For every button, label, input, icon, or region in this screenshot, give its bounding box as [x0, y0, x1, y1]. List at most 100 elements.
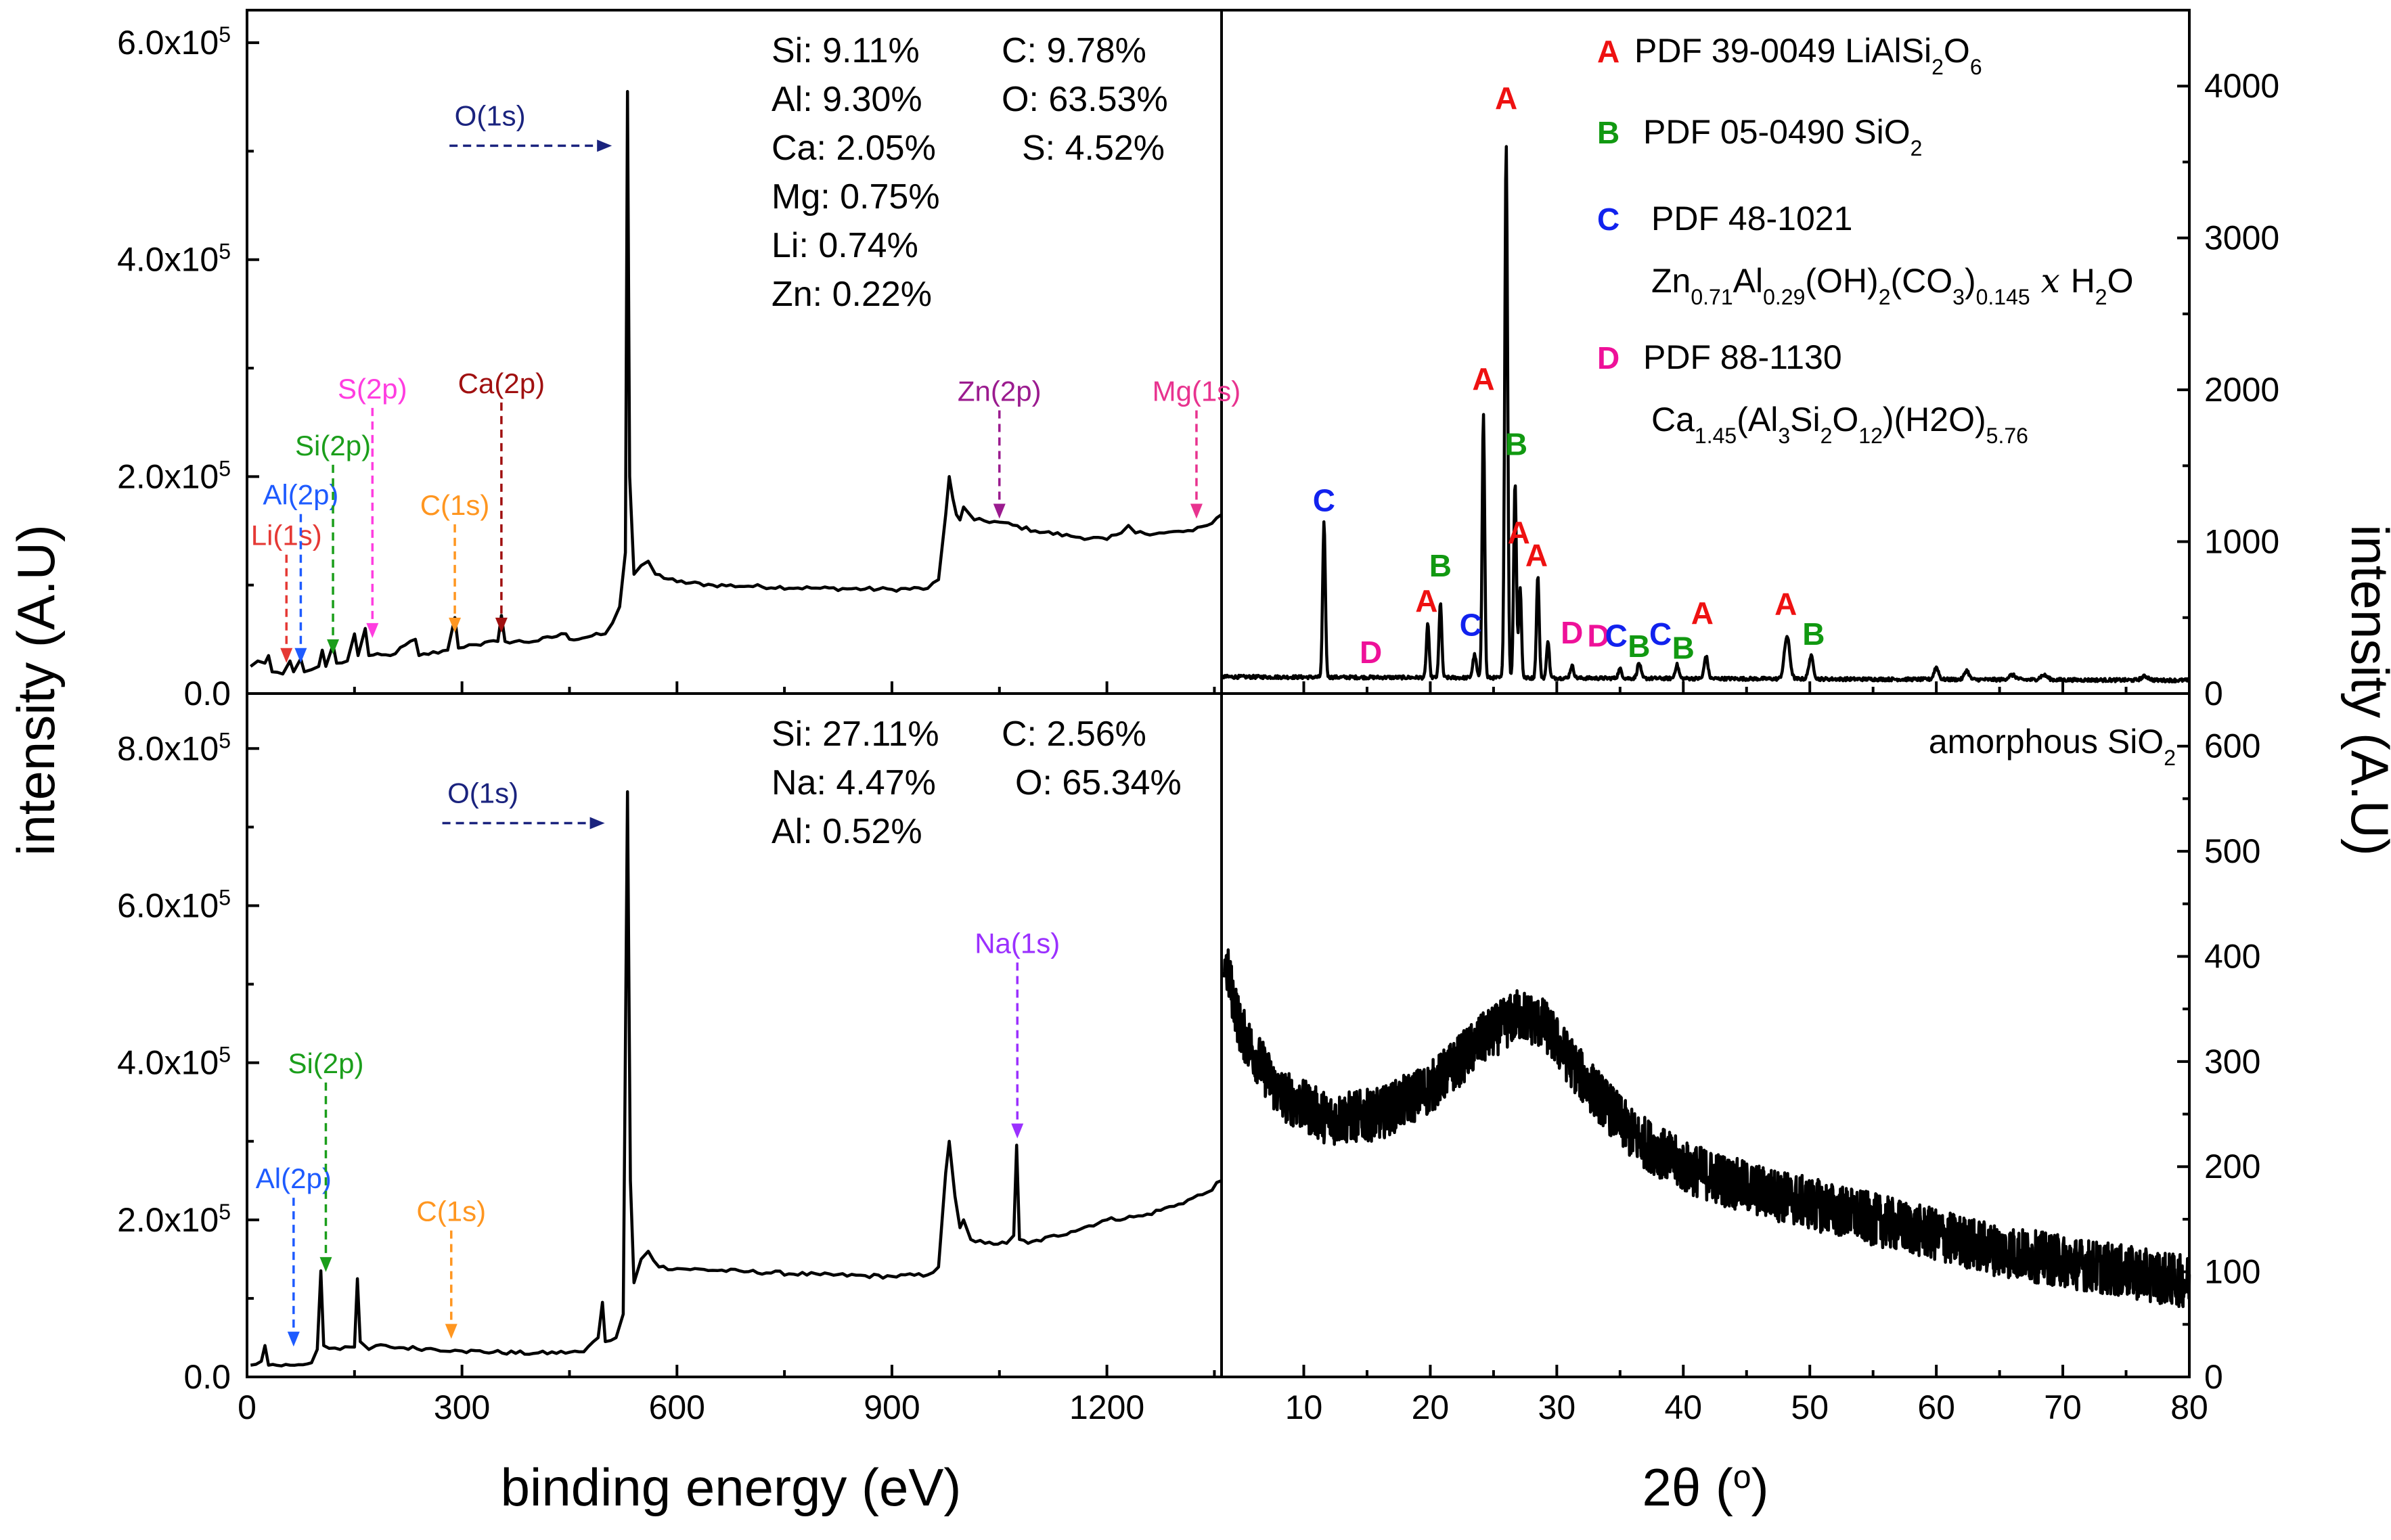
composition-text: O: 65.34% — [1015, 763, 1182, 802]
arrow-head-icon — [993, 503, 1006, 519]
peak-label: C — [1649, 616, 1672, 652]
legend-formula: Zn0.71Al0.29(OH)2(CO3)0.145 x H2O — [1651, 261, 2134, 309]
y-tick-label: 500 — [2204, 832, 2260, 870]
legend-entry: PDF 05-0490 SiO2 — [1643, 113, 1922, 160]
annotation-label: Na(1s) — [975, 928, 1060, 959]
annotation-label: C(1s) — [420, 489, 490, 521]
arrow-head-icon — [449, 617, 462, 633]
legend-formula: Ca1.45(Al3Si2O12)(H2O)5.76 — [1651, 401, 2028, 448]
arrow-head-icon — [1011, 1123, 1024, 1139]
right-axis-title: intensity (A.U) — [2340, 524, 2391, 856]
peak-label: A — [1525, 537, 1548, 572]
y-tick-label: 4.0x105 — [117, 240, 231, 279]
y-tick-label: 0.0 — [183, 675, 231, 712]
composition-text: Ca: 2.05% — [772, 129, 936, 168]
composition-text: C: 2.56% — [1002, 715, 1146, 754]
y-tick-label: 0 — [2204, 675, 2223, 712]
x-tick-label: 0 — [238, 1388, 256, 1426]
x-tick-label: 10 — [1285, 1388, 1323, 1426]
peak-label: A — [1415, 583, 1437, 618]
y-tick-label: 1000 — [2204, 523, 2279, 561]
y-tick-label: 6.0x105 — [117, 22, 231, 62]
legend-key: D — [1597, 340, 1619, 376]
amorphous-label: amorphous SiO2 — [1929, 723, 2176, 770]
x-tick-label: 50 — [1791, 1388, 1829, 1426]
y-tick-label: 8.0x105 — [117, 728, 231, 767]
annotation-label: Al(2p) — [263, 479, 338, 511]
legend-key: B — [1597, 115, 1619, 150]
legend-key: C — [1597, 202, 1619, 237]
arrow-head-icon — [280, 648, 293, 663]
x-tick-label: 1200 — [1069, 1388, 1144, 1426]
composition-text: Mg: 0.75% — [772, 177, 940, 217]
arrow-head-icon — [294, 648, 307, 663]
annotation-label: Si(2p) — [295, 430, 371, 461]
peak-label: A — [1691, 595, 1714, 631]
peak-label: B — [1802, 616, 1825, 652]
x-tick-label: 600 — [649, 1388, 705, 1426]
legend-entry: PDF 88-1130 — [1643, 338, 1842, 376]
peak-label: D — [1561, 615, 1583, 650]
peak-label: A — [1472, 361, 1494, 397]
composition-text: S: 4.52% — [1022, 129, 1165, 168]
annotation-label: S(2p) — [338, 373, 407, 405]
peak-label: A — [1508, 515, 1530, 550]
arrow-head-icon — [1190, 503, 1203, 519]
y-tick-label: 2.0x105 — [117, 456, 231, 495]
y-tick-label: 2.0x105 — [117, 1200, 231, 1239]
y-tick-label: 100 — [2204, 1253, 2260, 1291]
x-tick-label: 40 — [1664, 1388, 1702, 1426]
annotation-label: O(1s) — [447, 777, 518, 809]
composition-text: C: 9.78% — [1002, 31, 1146, 70]
peak-label: A — [1774, 586, 1797, 621]
peak-label: A — [1495, 81, 1517, 116]
x-tick-label: 80 — [2170, 1388, 2208, 1426]
arrow-head-icon — [319, 1256, 332, 1272]
composition-text: Si: 27.11% — [772, 715, 939, 754]
peak-label: C — [1460, 608, 1482, 643]
annotation-label: Mg(1s) — [1153, 376, 1241, 407]
y-tick-label: 4000 — [2204, 67, 2279, 105]
y-tick-label: 300 — [2204, 1043, 2260, 1081]
x-tick-label: 300 — [434, 1388, 490, 1426]
legend-entry: PDF 39-0049 LiAlSi2O6 — [1634, 32, 1982, 79]
y-tick-label: 0.0 — [183, 1358, 231, 1396]
composition-text: Si: 9.11% — [772, 31, 920, 70]
x-tick-label: 30 — [1538, 1388, 1576, 1426]
legend-entry: PDF 48-1021 — [1651, 200, 1852, 237]
xps-top-spectrum — [249, 89, 1223, 676]
xps-bottom-spectrum — [250, 790, 1222, 1367]
arrow-head-icon — [366, 622, 379, 638]
composition-text: O: 63.53% — [1002, 80, 1168, 119]
y-tick-label: 600 — [2204, 727, 2260, 765]
two-theta-close: ) — [1751, 1457, 1769, 1517]
xrd-bottom-pattern — [1222, 948, 2191, 1309]
annotation-label: Li(1s) — [251, 520, 322, 551]
xrd-bottom-frame — [1220, 692, 2191, 1378]
peak-label: D — [1360, 635, 1382, 670]
annotation-label: Si(2p) — [288, 1047, 363, 1079]
composition-text: Al: 9.30% — [772, 80, 922, 119]
arrow-head-icon — [327, 639, 340, 654]
arrow-head-icon — [445, 1323, 457, 1339]
x-tick-label: 20 — [1412, 1388, 1450, 1426]
annotations: O(1s) Li(1s) Al(2p) Si(2p) S(2p) C(1s) Ca(2p) Z… — [251, 31, 2176, 1347]
peak-label: B — [1505, 427, 1527, 462]
arrow-head-icon — [287, 1332, 300, 1347]
arrow-head-icon — [597, 139, 612, 152]
peak-label: C — [1605, 618, 1628, 653]
x-tick-label: 70 — [2044, 1388, 2082, 1426]
composition-text: Li: 0.74% — [772, 226, 918, 265]
annotation-label: Ca(2p) — [458, 367, 545, 399]
composition-text: Na: 4.47% — [772, 763, 936, 802]
x-tick-label: 60 — [1917, 1388, 1955, 1426]
two-theta-label: 2θ ( — [1642, 1457, 1733, 1517]
annotation-label: C(1s) — [416, 1196, 486, 1227]
y-tick-label: 4.0x105 — [117, 1043, 231, 1082]
composition-text: Al: 0.52% — [772, 812, 922, 851]
bottom-right-axis-title: 2θ (o) — [1642, 1457, 1768, 1517]
y-tick-label: 200 — [2204, 1148, 2260, 1185]
peak-label: B — [1628, 629, 1650, 664]
ticks: 0.0 2.0x105 4.0x105 6.0x105 0.0 2.0x105 4.0x10… — [117, 22, 2279, 1426]
